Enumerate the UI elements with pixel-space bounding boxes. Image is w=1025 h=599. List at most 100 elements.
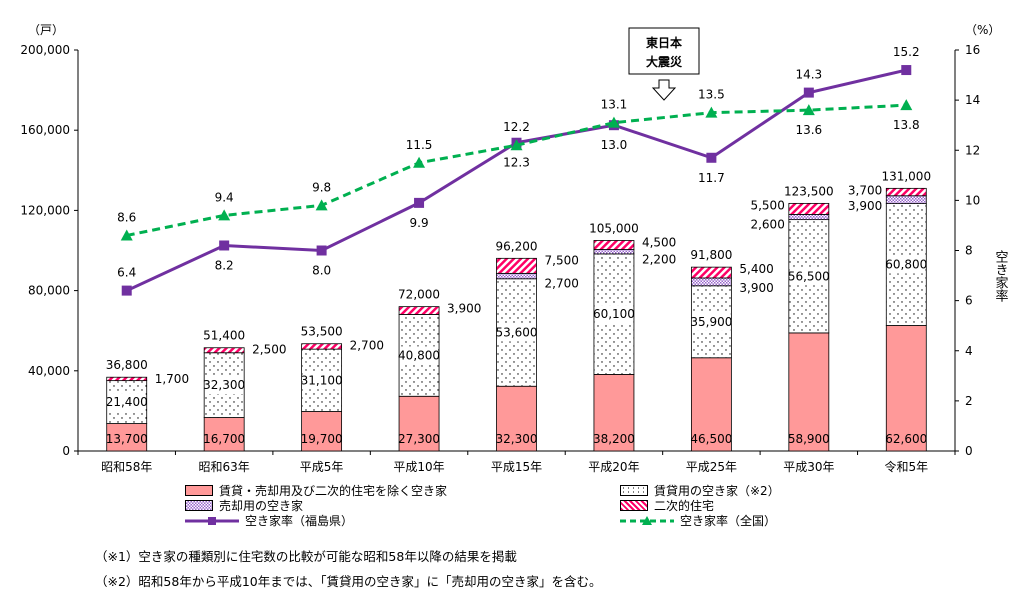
legend-swatch: [185, 485, 213, 496]
legend-label: 賃貸用の空き家（※2）: [654, 484, 780, 498]
square-marker: [316, 245, 327, 256]
x-tick-label: 昭和63年: [199, 460, 250, 474]
down-arrow-icon: [651, 79, 677, 101]
rate-label: 11.5: [406, 138, 433, 152]
bar-side-label: 4,500: [642, 235, 676, 249]
bar-side-label: 2,700: [545, 276, 579, 290]
label-background: [205, 376, 244, 395]
triangle-marker: [900, 99, 913, 111]
bar-total-label: 131,000: [881, 169, 931, 183]
legend-swatch: [620, 500, 648, 511]
bar-segment: [106, 376, 148, 382]
rate-label: 8.2: [215, 258, 234, 272]
bar-segment: [690, 357, 732, 452]
square-marker: [219, 240, 230, 251]
left-tick-label: 120,000: [20, 203, 70, 217]
bar-segment: [496, 385, 537, 452]
bar-value-label: 60,100: [593, 307, 635, 321]
left-tick-label: 40,000: [28, 364, 70, 378]
annotation-line-1: 東日本: [646, 35, 682, 50]
right-tick-label: 16: [965, 43, 980, 57]
bar-total-label: 53,500: [301, 325, 343, 339]
rate-label: 13.8: [893, 118, 920, 132]
green-triangle-line-icon: [620, 515, 674, 525]
bar-segment: [593, 374, 635, 452]
triangle-marker: [705, 106, 718, 118]
label-background: [400, 346, 439, 365]
bar-segment: [788, 202, 830, 215]
bar-value-label: 35,900: [690, 315, 732, 329]
triangle-marker: [802, 104, 815, 116]
x-tick-label: 平成10年: [393, 460, 444, 474]
bar-value-label: 38,200: [593, 432, 635, 446]
bar-side-label: 2,700: [350, 339, 384, 353]
bar-segment: [593, 240, 635, 250]
left-tick-label: 0: [62, 444, 70, 458]
right-axis-unit: （%）: [965, 23, 1000, 37]
bar-value-label: 53,600: [496, 326, 538, 340]
bar-segment: [690, 277, 732, 287]
rate-label: 8.0: [312, 264, 331, 278]
bar-segment: [203, 347, 245, 354]
bar-value-label: 13,700: [106, 432, 148, 446]
left-tick-label: 160,000: [20, 123, 70, 137]
label-background: [107, 393, 146, 412]
label-background: [594, 305, 633, 324]
rate-label: 14.3: [795, 68, 822, 82]
x-tick-label: 平成15年: [491, 460, 542, 474]
legend-item-national-rate: 空き家率（全国）: [620, 512, 776, 529]
bar-value-label: 40,800: [398, 348, 440, 362]
bar-side-label: 2,600: [750, 217, 784, 231]
bar-segment: [496, 272, 537, 280]
bar-value-label: 58,900: [788, 432, 830, 446]
legend-item-sale: 売却用の空き家: [185, 497, 303, 514]
bar-segment: [885, 325, 927, 452]
bar-side-label: 3,900: [739, 281, 773, 295]
rate-label: 15.2: [893, 45, 920, 59]
bar-value-label: 19,700: [301, 432, 343, 446]
bar-value-label: 32,300: [203, 378, 245, 392]
legend-label: 売却用の空き家: [219, 499, 304, 513]
label-background: [497, 323, 536, 342]
rate-label: 13.0: [601, 138, 628, 152]
rate-label: 9.4: [215, 190, 234, 204]
right-tick-label: 10: [965, 193, 980, 207]
bar-side-label: 5,500: [750, 198, 784, 212]
bar-side-label: 2,500: [252, 343, 286, 357]
right-tick-label: 0: [965, 444, 973, 458]
right-tick-label: 2: [965, 394, 973, 408]
label-background: [789, 267, 828, 286]
label-background: [692, 312, 731, 331]
legend-item-secondary: 二次的住宅: [620, 497, 714, 514]
right-tick-label: 12: [965, 143, 980, 157]
triangle-marker: [413, 156, 426, 168]
x-tick-label: 平成25年: [686, 460, 737, 474]
bar-total-label: 105,000: [589, 221, 639, 235]
annotation-line-2: 大震災: [646, 54, 683, 69]
bar-value-label: 32,300: [496, 432, 538, 446]
bar-value-label: 21,400: [106, 395, 148, 409]
rate-label: 9.9: [410, 216, 429, 230]
legend-label: 賃貸・売却用及び二次的住宅を除く空き家: [219, 484, 448, 498]
square-marker: [414, 197, 425, 208]
bar-side-label: 3,900: [447, 302, 481, 316]
purple-square-line-icon: [185, 516, 239, 525]
left-tick-label: 200,000: [20, 43, 70, 57]
x-tick-label: 平成20年: [588, 460, 639, 474]
bar-total-label: 51,400: [203, 329, 245, 343]
bar-segment: [690, 266, 732, 279]
bar-segment: [496, 257, 537, 274]
bar-side-label: 3,700: [848, 183, 882, 197]
rate-label: 8.6: [117, 210, 136, 224]
x-tick-label: 昭和58年: [101, 460, 152, 474]
triangle-marker: [607, 116, 620, 128]
legend-swatch: [620, 485, 648, 496]
rate-label: 12.3: [503, 156, 530, 170]
rate-label: 11.7: [698, 171, 725, 185]
x-tick-label: 平成30年: [783, 460, 834, 474]
right-tick-label: 14: [965, 93, 980, 107]
bar-side-label: 1,700: [155, 372, 189, 386]
triangle-marker: [218, 209, 231, 221]
bar-segment: [398, 306, 440, 315]
